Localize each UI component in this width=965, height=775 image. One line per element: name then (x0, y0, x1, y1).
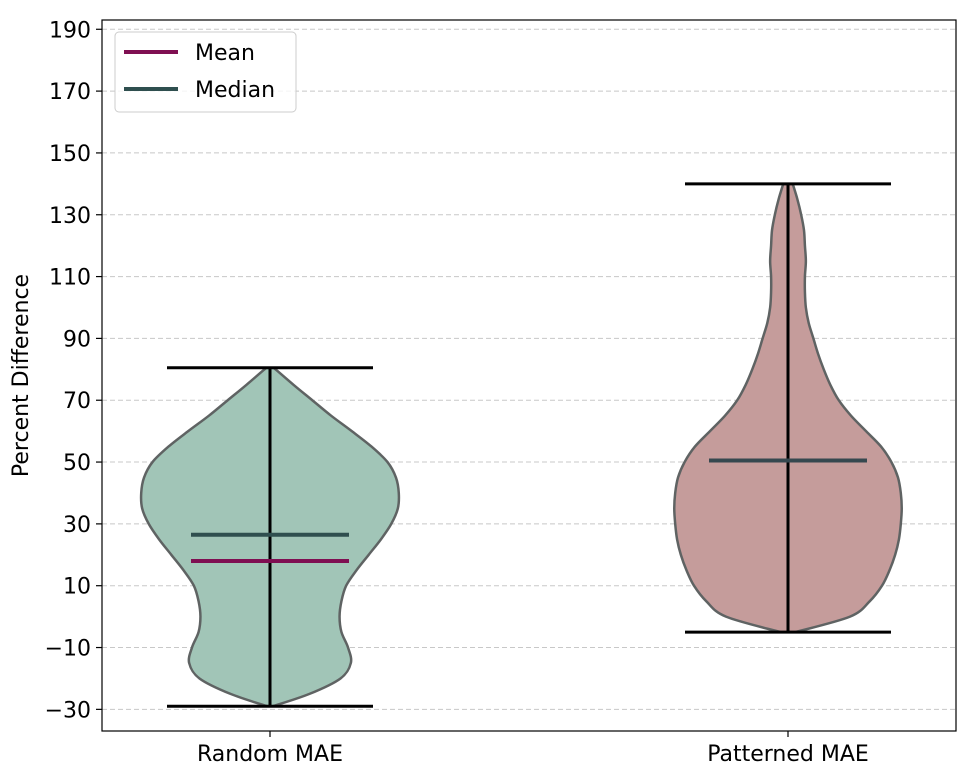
y-tick-label: 10 (63, 575, 91, 600)
y-axis-ticks: −30 −10 10 30 50 70 90 110 130 150 170 190 (45, 18, 102, 723)
legend-mean-label: Mean (195, 41, 255, 66)
y-tick-label: 150 (49, 142, 91, 167)
y-tick-label: 190 (49, 18, 91, 43)
x-tick-label: Random MAE (197, 742, 343, 767)
y-tick-label: 90 (63, 327, 91, 352)
x-tick-label: Patterned MAE (707, 742, 869, 767)
y-tick-label: 50 (63, 451, 91, 476)
x-axis-ticks: Random MAE Patterned MAE (197, 731, 869, 767)
y-tick-label: −10 (45, 637, 91, 662)
y-tick-label: 30 (63, 513, 91, 538)
y-axis-label: Percent Difference (9, 274, 34, 477)
y-tick-label: 170 (49, 80, 91, 105)
legend-median-label: Median (195, 78, 275, 103)
y-tick-label: 110 (49, 266, 91, 291)
y-tick-label: 70 (63, 389, 91, 414)
y-tick-label: −30 (45, 698, 91, 723)
violins (139, 182, 903, 708)
legend: Mean Median (114, 31, 297, 113)
grid-lines (102, 28, 956, 710)
plot-area-frame (101, 19, 957, 732)
y-tick-label: 130 (49, 204, 91, 229)
